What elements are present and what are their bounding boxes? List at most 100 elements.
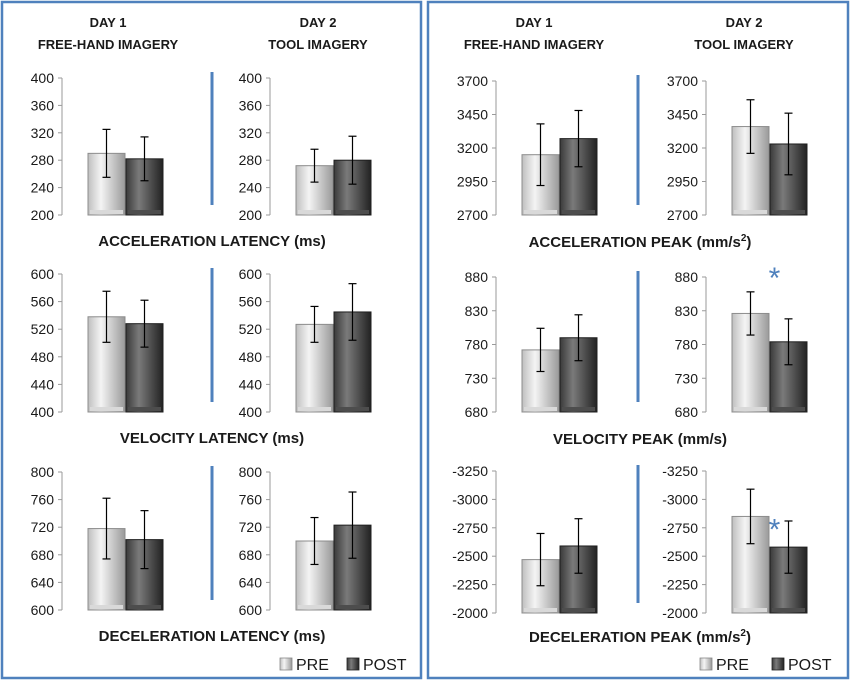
chart-2-group-1: 600 560 520 480 440 400 [31,266,164,420]
y-tick-label: 3200 [457,140,488,156]
legend-right-post-swatch [771,657,785,671]
chart-title: ACCELERATION LATENCY (ms) [98,233,326,250]
y-tick-label: 760 [239,492,263,508]
y-tick-label: 800 [239,464,263,480]
chart-2: 600 560 520 480 440 400 600 560 520 480 440 400 VELO… [31,266,372,447]
y-tick-label: 400 [239,70,263,86]
bar-pre-base [90,605,123,609]
y-tick-label: 780 [465,337,489,353]
bar-pre-base [524,608,557,612]
bar-pre-base [90,210,123,214]
bar-pre-base [90,407,123,411]
header-left-type2: TOOL IMAGERY [268,37,368,52]
significance-asterisk: * [769,262,781,295]
y-tick-label: 400 [31,70,55,86]
chart-title: VELOCITY LATENCY (ms) [120,430,304,447]
legend-right-pre-swatch [699,657,713,671]
y-tick-label: -3250 [452,463,488,479]
chart-6-group-2: -3250 -3000 -2750 -2500 -2250 -2000 * [662,463,808,621]
significance-asterisk: * [769,514,781,547]
y-tick-label: 360 [239,97,263,113]
y-tick-label: 2700 [457,207,488,223]
chart-3-group-1: 800 760 720 680 640 600 [31,464,164,618]
header-left-day2: DAY 2 [300,15,337,30]
header-right: DAY 1 FREE-HAND IMAGERY DAY 2 TOOL IMAGE… [464,15,794,52]
y-tick-label: 480 [239,349,263,365]
chart-1-group-2: 400 360 320 280 240 200 [239,70,372,223]
legend-left: PRE POST [279,657,407,674]
y-tick-label: 830 [675,303,699,319]
y-tick-label: 880 [675,269,699,285]
y-tick-label: 680 [239,547,263,563]
bar-post-base [128,605,161,609]
y-tick-label: -2250 [452,577,488,593]
y-tick-label: -2000 [662,605,698,621]
y-tick-label: 880 [465,269,489,285]
y-tick-label: 800 [31,464,55,480]
y-tick-label: -2750 [662,520,698,536]
y-tick-label: 520 [31,321,55,337]
chart-6: -3250 -3000 -2750 -2500 -2250 -2000 -3250 -3000… [452,463,808,646]
y-tick-label: 440 [31,376,55,392]
y-tick-label: 240 [31,180,55,196]
y-tick-label: 680 [465,404,489,420]
chart-4-group-2: 3700 3450 3200 2950 2700 [667,73,808,223]
charts: 400 360 320 280 240 200 400 360 320 280 240 200 ACCE… [31,70,808,646]
y-tick-label: 560 [239,294,263,310]
header-right-type1: FREE-HAND IMAGERY [464,37,605,52]
y-tick-label: 760 [31,492,55,508]
y-tick-label: 480 [31,349,55,365]
bar-pre-base [734,608,767,612]
y-tick-label: 520 [239,321,263,337]
bar-post-base [772,407,805,411]
bar-post-base [128,407,161,411]
y-tick-label: -2000 [452,605,488,621]
y-tick-label: 640 [31,574,55,590]
y-tick-label: -3000 [452,491,488,507]
header-left: DAY 1 FREE-HAND IMAGERY DAY 2 TOOL IMAGE… [38,15,368,52]
y-tick-label: 3700 [667,73,698,89]
bar-pre-base [298,210,331,214]
header-right-day1: DAY 1 [516,15,553,30]
y-tick-label: 200 [239,207,263,223]
chart-title: DECELERATION PEAK (mm/s2) [529,628,751,646]
y-tick-label: 3200 [667,140,698,156]
legend-left-pre-swatch [279,657,293,671]
legend-right-post-label: POST [788,657,832,674]
chart-2-group-2: 600 560 520 480 440 400 [239,266,372,420]
y-tick-label: 3450 [457,107,488,123]
bar-post-base [562,608,595,612]
header-left-type1: FREE-HAND IMAGERY [38,37,179,52]
bar-pre-base [734,210,767,214]
y-tick-label: -3000 [662,491,698,507]
y-tick-label: 240 [239,180,263,196]
bar-post-base [336,407,369,411]
header-left-day1: DAY 1 [90,15,127,30]
y-tick-label: 280 [31,152,55,168]
chart-1-group-1: 400 360 320 280 240 200 [31,70,164,223]
legend-right: PRE POST [699,657,832,674]
bar-pre [521,349,560,413]
legend-left-post-swatch [346,657,360,671]
bar-pre-base [734,407,767,411]
header-right-type2: TOOL IMAGERY [694,37,794,52]
chart-title: VELOCITY PEAK (mm/s) [553,431,727,448]
y-tick-label: 600 [31,266,55,282]
y-tick-label: 3450 [667,107,698,123]
y-tick-label: 2950 [667,174,698,190]
y-tick-label: 730 [675,370,699,386]
chart-title: DECELERATION LATENCY (ms) [99,628,326,645]
y-tick-label: 730 [465,370,489,386]
y-tick-label: 560 [31,294,55,310]
y-tick-label: 720 [239,519,263,535]
legend-right-pre-label: PRE [716,657,749,674]
y-tick-label: -2250 [662,577,698,593]
y-tick-label: -2750 [452,520,488,536]
y-tick-label: 320 [31,125,55,141]
y-tick-label: 320 [239,125,263,141]
chart-title: ACCELERATION PEAK (mm/s2) [529,233,752,251]
y-tick-label: -2500 [452,548,488,564]
y-tick-label: 400 [31,404,55,420]
bar-post-base [336,605,369,609]
